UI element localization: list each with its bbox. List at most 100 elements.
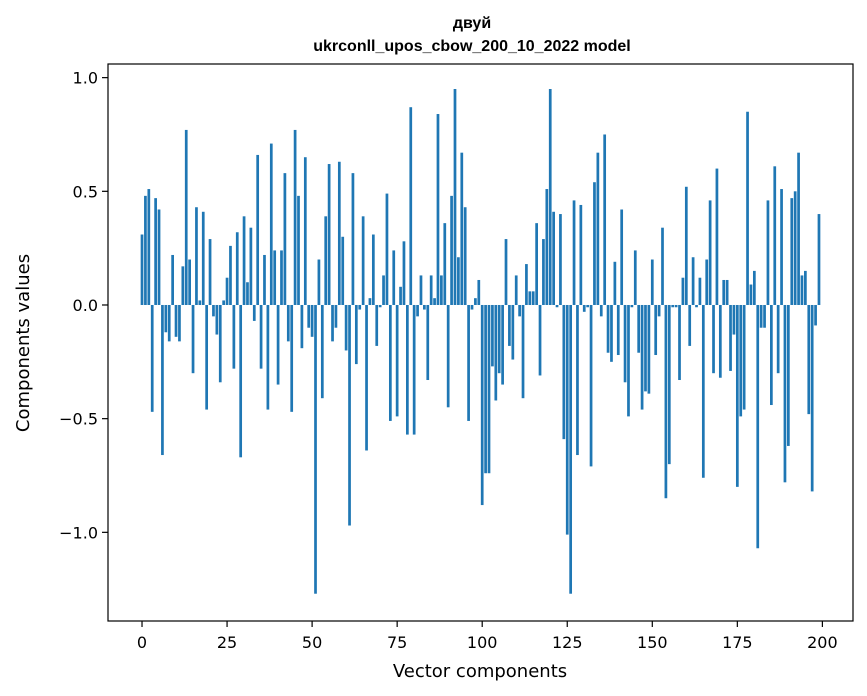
bar [780,189,783,305]
bar [637,304,641,353]
bar [810,304,814,492]
bar [276,304,280,385]
bar [804,270,807,305]
bar [208,239,212,305]
bar [218,304,222,383]
bar [215,304,219,335]
bar [644,304,647,392]
bars-group [140,89,821,594]
bar [732,304,736,335]
bar [436,114,440,305]
y-axis-label: Components values [13,254,34,432]
bar [303,157,307,305]
bar [266,304,270,410]
bar [586,304,590,308]
bar [752,270,756,305]
bar [525,264,528,305]
bar [161,304,164,456]
bar [698,277,702,305]
bar [426,304,430,381]
bar [344,304,348,351]
bar [494,304,498,401]
bar [191,304,195,374]
x-tick-label: 75 [387,633,407,652]
y-tick-label: 0.0 [73,296,98,315]
bar [154,198,157,305]
bar [508,304,511,346]
bar [249,227,253,305]
bar [144,195,147,305]
bar [572,200,576,305]
bar [576,304,579,456]
bar [457,257,460,305]
bar [164,304,168,333]
bar [661,227,664,305]
bar [446,304,450,408]
y-tick-label: 0.5 [73,182,98,201]
bar [565,304,569,535]
bar [531,291,535,305]
bar [790,198,794,305]
x-tick-label: 125 [552,633,583,652]
bar [671,304,675,308]
bar [371,234,375,305]
x-tick-label: 175 [722,633,753,652]
bar [559,214,562,305]
bar [589,304,593,467]
bar [759,304,763,328]
bar [450,195,453,305]
bar [596,152,600,305]
bar [797,152,800,305]
bar [198,300,202,305]
bar [511,304,515,360]
bar [157,209,161,305]
bar [548,89,552,305]
bar [246,282,249,305]
bar [378,304,382,308]
bar [691,257,695,305]
bar [252,304,256,321]
bar [324,216,328,305]
bar [630,304,634,308]
bar [463,207,467,305]
bar [807,304,811,415]
bar [497,304,501,374]
y-tick-label: −1.0 [59,523,98,542]
bar [817,214,821,305]
bar [239,304,243,458]
bar [375,304,379,346]
bar [358,304,362,310]
bar [599,304,603,317]
bar [518,304,521,317]
bar [501,304,504,385]
bar [480,304,484,506]
bar [361,216,365,305]
bar [470,304,474,310]
bar [654,304,658,356]
bar [742,304,746,410]
bar [147,189,151,305]
bar [681,277,685,305]
bar [460,152,464,305]
bar [232,304,236,369]
bar [640,304,644,410]
bar [188,259,191,305]
bar [569,304,573,594]
bar [283,173,287,305]
bar [341,236,345,305]
bar [222,300,226,305]
bar [514,275,518,305]
bar [606,304,610,353]
bar [562,304,566,440]
bar [718,304,722,378]
bar [487,304,491,474]
bar [140,234,144,305]
bar [528,291,532,305]
bar [402,241,406,305]
bar [627,304,630,417]
bar [783,304,787,483]
bar [365,304,368,451]
bar [770,304,773,406]
bar [327,164,331,305]
